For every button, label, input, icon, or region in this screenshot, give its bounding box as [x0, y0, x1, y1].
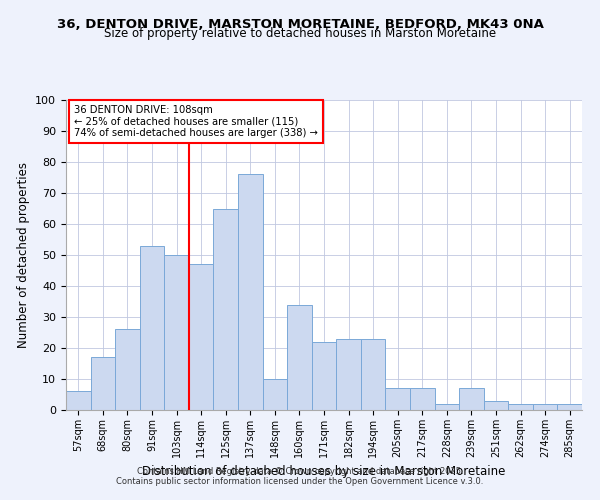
Bar — [164, 255, 189, 410]
Bar — [484, 400, 508, 410]
X-axis label: Distribution of detached houses by size in Marston Moretaine: Distribution of detached houses by size … — [142, 466, 506, 478]
Y-axis label: Number of detached properties: Number of detached properties — [17, 162, 30, 348]
Bar — [336, 338, 361, 410]
Bar — [214, 208, 238, 410]
Bar — [508, 404, 533, 410]
Text: 36, DENTON DRIVE, MARSTON MORETAINE, BEDFORD, MK43 0NA: 36, DENTON DRIVE, MARSTON MORETAINE, BED… — [56, 18, 544, 30]
Bar — [533, 404, 557, 410]
Bar — [410, 388, 434, 410]
Bar — [459, 388, 484, 410]
Bar — [140, 246, 164, 410]
Bar — [263, 379, 287, 410]
Bar — [115, 330, 140, 410]
Bar — [91, 358, 115, 410]
Bar — [434, 404, 459, 410]
Bar — [361, 338, 385, 410]
Bar — [189, 264, 214, 410]
Bar — [287, 304, 312, 410]
Text: 36 DENTON DRIVE: 108sqm
← 25% of detached houses are smaller (115)
74% of semi-d: 36 DENTON DRIVE: 108sqm ← 25% of detache… — [74, 104, 317, 138]
Text: Contains HM Land Registry data © Crown copyright and database right 2025.: Contains HM Land Registry data © Crown c… — [137, 467, 463, 476]
Text: Size of property relative to detached houses in Marston Moretaine: Size of property relative to detached ho… — [104, 28, 496, 40]
Text: Contains public sector information licensed under the Open Government Licence v.: Contains public sector information licen… — [116, 477, 484, 486]
Bar — [385, 388, 410, 410]
Bar — [312, 342, 336, 410]
Bar — [66, 392, 91, 410]
Bar — [557, 404, 582, 410]
Bar — [238, 174, 263, 410]
